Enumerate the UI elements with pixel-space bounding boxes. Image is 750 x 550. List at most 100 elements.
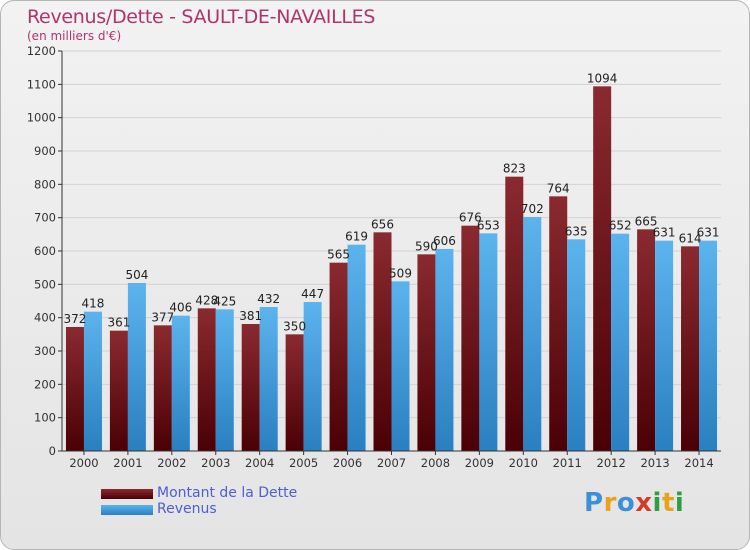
y-tick-label: 1200: [27, 44, 56, 58]
y-tick-label: 800: [34, 177, 56, 191]
data-label-revenus: 432: [257, 292, 280, 306]
data-label-dette: 565: [327, 248, 350, 262]
x-tick-label: 2008: [421, 456, 450, 470]
legend-swatch-dette: [101, 489, 153, 499]
bar-revenus: [391, 281, 410, 451]
bar-dette: [285, 334, 304, 451]
x-tick-label: 2011: [553, 456, 582, 470]
x-tick-label: 2006: [333, 456, 362, 470]
bar-dette: [417, 254, 436, 451]
data-label-revenus: 635: [565, 224, 588, 238]
x-tick-label: 2009: [465, 456, 494, 470]
legend-label-dette: Montant de la Dette: [157, 485, 298, 501]
data-label-dette: 676: [459, 211, 482, 225]
bar-dette: [373, 232, 392, 451]
x-tick-label: 2012: [597, 456, 626, 470]
data-label-revenus: 652: [609, 219, 632, 233]
bar-revenus: [611, 233, 630, 451]
bar-revenus: [655, 240, 674, 451]
legend-label-revenus: Revenus: [157, 501, 217, 517]
y-tick-label: 500: [34, 277, 56, 291]
data-label-dette: 614: [679, 231, 702, 245]
data-label-dette: 656: [371, 217, 394, 231]
x-tick-label: 2004: [245, 456, 274, 470]
logo-letter: t: [661, 488, 675, 518]
logo-letter: i: [674, 488, 685, 518]
bar-revenus: [127, 283, 146, 451]
data-label-revenus: 447: [301, 287, 324, 301]
data-label-dette: 372: [64, 312, 87, 326]
x-tick-label: 2001: [113, 456, 142, 470]
bar-revenus: [479, 233, 498, 451]
x-tick-label: 2010: [509, 456, 538, 470]
bar-dette: [153, 325, 172, 451]
logo-letter: o: [616, 488, 636, 518]
data-label-dette: 350: [283, 319, 306, 333]
bar-dette: [461, 225, 480, 451]
data-label-revenus: 425: [213, 294, 236, 308]
bar-revenus: [435, 249, 454, 451]
data-label-dette: 764: [547, 181, 570, 195]
y-tick-label: 1100: [27, 77, 56, 91]
x-tick-label: 2002: [157, 456, 186, 470]
x-tick-label: 2003: [201, 456, 230, 470]
bar-dette: [637, 229, 656, 451]
y-axis-ticks: 0 100 200 300 400 500 600 700 800 900 1000 1100 1200: [27, 44, 62, 458]
logo-letter: i: [652, 488, 662, 518]
bar-dette: [329, 262, 348, 451]
data-label-revenus: 653: [477, 218, 500, 232]
data-label-revenus: 606: [433, 234, 456, 248]
data-label-revenus: 418: [82, 297, 105, 311]
logo-letter: P: [584, 488, 604, 518]
bar-dette: [65, 327, 84, 451]
bar-dette: [109, 330, 128, 451]
data-label-dette: 377: [151, 310, 174, 324]
data-label-dette: 1094: [587, 71, 618, 85]
logo-letter: r: [603, 488, 617, 518]
bar-dette: [549, 196, 568, 451]
x-tick-label: 2007: [377, 456, 406, 470]
bar-dette: [241, 324, 260, 451]
y-tick-label: 100: [34, 411, 56, 425]
data-label-revenus: 631: [653, 226, 676, 240]
data-label-dette: 428: [195, 293, 218, 307]
data-label-revenus: 509: [389, 266, 412, 280]
data-label-dette: 665: [635, 214, 658, 228]
data-label-revenus: 619: [345, 230, 368, 244]
data-label-revenus: 406: [169, 301, 192, 315]
bar-revenus: [347, 244, 366, 451]
data-label-revenus: 702: [521, 202, 544, 216]
bar-revenus: [259, 307, 278, 451]
bars: [65, 86, 718, 451]
chart-title: Revenus/Dette - SAULT-DE-NAVAILLES: [27, 6, 376, 28]
y-tick-label: 300: [34, 344, 56, 358]
x-tick-label: 2013: [640, 456, 669, 470]
y-tick-label: 200: [34, 377, 56, 391]
y-tick-label: 700: [34, 211, 56, 225]
data-label-dette: 823: [503, 162, 526, 176]
bar-dette: [197, 308, 216, 451]
legend-swatch-revenus: [101, 505, 153, 515]
x-axis-ticks: 2000 2001 2002 2003 2004 2005 2006 2007 2008 2009…: [69, 451, 714, 470]
y-tick-label: 0: [49, 444, 56, 458]
bar-dette: [505, 176, 524, 451]
bar-dette: [681, 246, 700, 451]
x-tick-label: 2005: [289, 456, 318, 470]
proxiti-logo: Proxiti: [584, 488, 684, 518]
bar-revenus: [215, 309, 234, 451]
logo-letter: x: [635, 488, 653, 518]
data-label-revenus: 504: [125, 268, 148, 282]
bar-revenus: [523, 217, 542, 451]
x-tick-label: 2014: [684, 456, 713, 470]
data-label-dette: 361: [107, 316, 130, 330]
y-tick-label: 400: [34, 311, 56, 325]
bar-revenus: [83, 311, 102, 451]
bar-revenus: [171, 315, 190, 451]
bar-revenus: [567, 239, 586, 451]
bar-dette: [593, 86, 612, 451]
bar-revenus: [699, 240, 718, 451]
data-label-dette: 381: [239, 309, 262, 323]
